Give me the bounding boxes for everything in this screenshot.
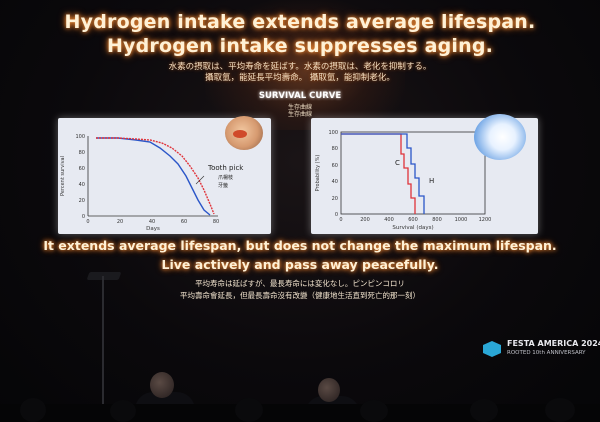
right-y-label: Probability (%) (315, 155, 321, 192)
right-curve-h (341, 133, 425, 214)
slide-title-line1: Hydrogen intake extends average lifespan… (64, 11, 536, 33)
left-ytick: 0 (82, 214, 85, 220)
right-curve-c (341, 133, 416, 214)
right-ytick: 100 (328, 130, 338, 136)
right-ytick: 20 (332, 196, 338, 202)
logo-subtitle: ROOTED 10th ANNIVERSARY (507, 350, 586, 356)
mouse-photo (474, 114, 526, 160)
annotation-zh1: 爪楊枝 (218, 174, 233, 181)
left-curve-blue (96, 137, 211, 216)
speaker-right-head (318, 378, 340, 402)
left-ytick: 20 (79, 198, 85, 204)
logo-title: FESTA AMERICA 2024 (507, 339, 600, 348)
footnote-japanese: 平均寿命は延ばすが、最長寿命には変化なし。ピンピンコロリ (195, 279, 405, 288)
left-curve-red (96, 137, 215, 215)
annotation-zh2: 牙籤 (218, 182, 228, 189)
audience-head (470, 399, 498, 422)
left-xtick: 20 (117, 219, 123, 225)
right-xtick: 1200 (479, 217, 492, 223)
left-ytick: 80 (79, 150, 85, 156)
slide-title-line2: Hydrogen intake suppresses aging. (106, 35, 494, 57)
right-plot-frame (340, 131, 486, 215)
right-ytick: 0 (335, 212, 338, 218)
annotation-toothpick: Tooth pick (207, 164, 244, 172)
left-ytick: 60 (79, 166, 85, 172)
footnote-chinese: 平均壽命會延長，但最長壽命沒有改變（健康地生活直到死亡的那一刻） (180, 291, 420, 300)
subtitle-chinese: 攝取氫，能延長平均壽命。 攝取氫，能抑制老化。 (205, 73, 395, 83)
right-xtick: 400 (384, 217, 394, 223)
survival-curve-sub-zh: 生存曲線 (287, 111, 312, 118)
right-ytick: 40 (332, 179, 338, 185)
audience-head (20, 398, 46, 422)
conclusion-line1: It extends average lifespan, but does no… (43, 238, 557, 253)
event-logo: FESTA AMERICA 2024 ROOTED 10th ANNIVERSA… (483, 338, 600, 362)
fingertip-photo (225, 116, 263, 150)
label-c: C (395, 159, 400, 167)
survival-curve-sub-ja: 生存曲線 (287, 104, 312, 111)
audience-head (110, 400, 136, 422)
left-xtick: 40 (149, 219, 155, 225)
audience-head (235, 398, 263, 422)
left-xtick: 60 (181, 219, 187, 225)
annotation-arrow (195, 175, 205, 185)
mic-stand-top (86, 272, 122, 280)
left-y-label: Percent survival (60, 156, 66, 196)
audience-head (545, 398, 575, 422)
right-xtick: 1000 (455, 217, 468, 223)
left-xtick: 0 (86, 219, 89, 225)
right-x-label: Survival (days) (392, 225, 433, 231)
right-chart-svg: Probability (%) 0 20 40 60 80 100 0 200 … (315, 130, 492, 231)
right-ytick: 80 (332, 146, 338, 152)
left-x-label: Days (146, 226, 160, 232)
audience-row (0, 404, 600, 422)
audience-head (360, 400, 388, 422)
left-ytick: 100 (75, 134, 85, 140)
conclusion-line2: Live actively and pass away peacefully. (161, 257, 439, 272)
right-xtick: 0 (339, 217, 342, 223)
label-h: H (429, 177, 434, 185)
logo-mark-icon (483, 341, 501, 357)
left-chart-svg: Percent survival 0 20 40 60 80 100 0 20 … (60, 134, 244, 232)
right-xtick: 800 (432, 217, 442, 223)
survival-curve-title: SURVIVAL CURVE (258, 91, 342, 101)
speaker-left-head (150, 372, 174, 398)
background-glow (205, 0, 405, 130)
right-ytick: 60 (332, 163, 338, 169)
left-ytick: 40 (79, 182, 85, 188)
mic-stand (102, 276, 104, 416)
subtitle-japanese: 水素の摂取は、平均寿命を延ばす。水素の摂取は、老化を抑制する。 (168, 62, 432, 72)
right-xtick: 600 (408, 217, 418, 223)
right-xtick: 200 (360, 217, 370, 223)
left-xtick: 80 (213, 219, 219, 225)
